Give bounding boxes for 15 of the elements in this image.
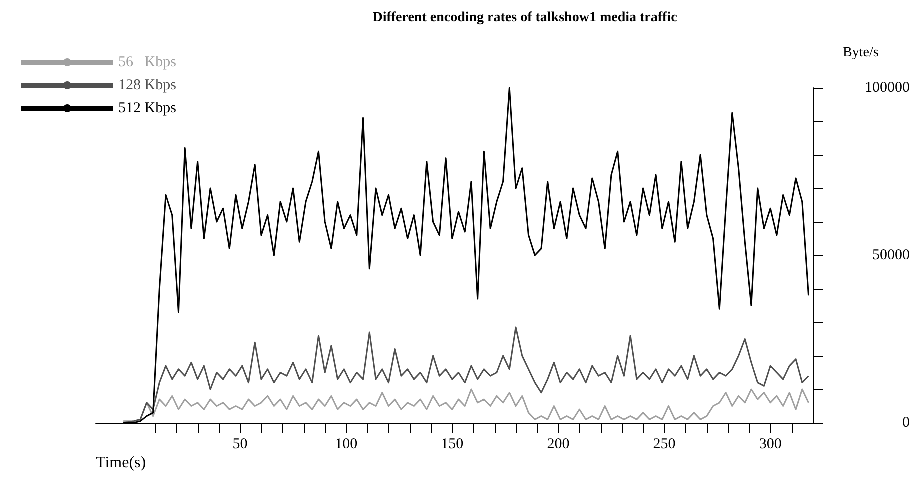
- x-tick-label: 100: [335, 436, 358, 452]
- text: 56 Kbps: [118, 54, 177, 70]
- x-tick-label: 50: [232, 436, 248, 452]
- x-axis-title: Time(s): [96, 454, 146, 472]
- y-tick-label: 50000: [872, 248, 910, 264]
- x-tick-label: 300: [759, 436, 782, 452]
- text: 128 Kbps: [118, 78, 177, 94]
- x-tick-label: 250: [653, 436, 676, 452]
- x-tick-label: 200: [547, 436, 570, 452]
- chart-title: Different encoding rates of talkshow1 media traffic: [372, 10, 678, 26]
- x-tick-label: 150: [441, 436, 464, 452]
- text: 512 Kbps: [118, 100, 177, 116]
- y-tick-label: 100000: [865, 80, 910, 96]
- y-axis-title: Byte/s: [843, 46, 879, 60]
- y-tick-label: 0: [902, 415, 910, 431]
